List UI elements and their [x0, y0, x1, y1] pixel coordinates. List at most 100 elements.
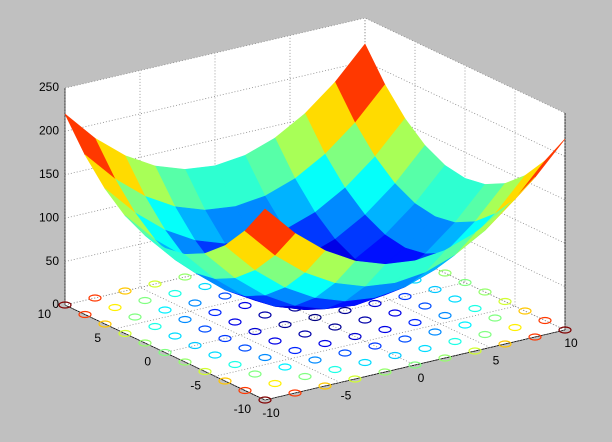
y-tick-label: 0: [144, 355, 151, 369]
floor-contour: [108, 303, 122, 312]
x-tick-label: 0: [418, 371, 425, 385]
floor-contour: [328, 365, 342, 374]
floor-contour: [348, 332, 362, 341]
grid-line: [64, 17, 566, 114]
x-tick-label: -5: [341, 389, 352, 403]
floor-contour: [218, 334, 232, 343]
grid-line: [214, 53, 416, 366]
x-tick-label: 5: [493, 354, 500, 368]
floor-contour: [338, 306, 352, 315]
floor-contour: [528, 333, 542, 341]
floor-contour: [358, 358, 372, 367]
z-tick-label: 100: [39, 210, 59, 224]
floor-contour: [198, 325, 212, 333]
floor-contour: [508, 323, 522, 332]
grid-line: [64, 104, 566, 201]
y-tick-label: -10: [234, 402, 252, 416]
floor-contour: [378, 325, 392, 334]
floor-contour: [368, 299, 382, 308]
floor-contour: [498, 340, 512, 348]
floor-contour: [238, 344, 252, 352]
floor-contour: [268, 379, 282, 388]
x-tick-label: 10: [564, 336, 578, 350]
floor-contour: [388, 309, 402, 317]
grid-line: [64, 60, 566, 157]
floor-contour: [308, 356, 322, 364]
floor-contour: [208, 351, 222, 359]
grid-line: [64, 18, 366, 306]
z-tick-label: 150: [39, 167, 59, 181]
floor-contour: [268, 337, 282, 345]
floor-contour: [118, 287, 132, 295]
floor-contour: [288, 389, 302, 397]
grid-line: [214, 89, 516, 377]
floor-contour: [58, 301, 72, 309]
floor-contour: [488, 314, 502, 322]
floor-contour: [78, 310, 92, 319]
floor-contour: [318, 382, 332, 390]
floor-contour: [178, 358, 192, 366]
floor-contour: [168, 289, 182, 298]
floor-contour: [218, 292, 232, 300]
z-tick-label: 200: [39, 124, 59, 138]
floor-contour: [368, 342, 382, 350]
floor-contour: [238, 386, 252, 395]
floor-contour: [148, 280, 162, 288]
y-tick-label: 10: [38, 307, 52, 321]
floor-contour: [188, 299, 202, 307]
z-tick-label: 0: [52, 297, 59, 311]
floor-contour: [298, 372, 312, 381]
floor-contour: [438, 269, 452, 277]
floor-contour: [478, 330, 492, 339]
floor-contour: [318, 339, 332, 348]
grid-line: [139, 70, 341, 383]
floor-contour: [458, 278, 472, 287]
grid-line: [64, 88, 266, 401]
floor-contour: [378, 368, 392, 376]
floor-contour: [288, 346, 302, 355]
floor-contour: [178, 273, 192, 281]
floor-contour: [278, 363, 292, 371]
floor-contour: [98, 320, 112, 328]
floor-contour: [158, 348, 172, 357]
floor-contour: [468, 347, 482, 355]
floor-contour: [168, 332, 182, 340]
floor-contour: [228, 360, 242, 369]
floor-contour: [258, 396, 272, 404]
y-tick-label: 5: [94, 331, 101, 345]
floor-contour: [438, 354, 452, 362]
floor-contour: [178, 315, 192, 324]
floor-contour: [518, 307, 532, 315]
floor-contour: [198, 282, 212, 291]
floor-contour: [398, 335, 412, 343]
floor-contour: [348, 375, 362, 383]
floor-contour: [138, 339, 152, 347]
floor-contour: [188, 341, 202, 350]
floor-contour: [298, 330, 312, 338]
floor-contour: [138, 296, 152, 305]
grid-line: [264, 113, 566, 401]
surface-patch: [244, 208, 296, 256]
floor-contour: [258, 311, 272, 319]
floor-contour: [228, 318, 242, 326]
floor-contour: [558, 326, 572, 334]
floor-contour: [248, 370, 262, 378]
floor-contour: [408, 361, 422, 369]
floor-contour: [418, 302, 432, 310]
floor-contour: [338, 349, 352, 357]
floor-contour: [448, 337, 462, 346]
z-tick-label: 50: [46, 254, 60, 268]
floor-contour: [428, 328, 442, 336]
z-tick-label: 250: [39, 80, 59, 94]
floor-contour: [418, 344, 432, 353]
floor-contour: [158, 306, 172, 314]
floor-contour: [388, 351, 402, 360]
floor-contour: [278, 320, 292, 329]
floor-contour: [118, 329, 132, 338]
floor-contour: [408, 318, 422, 327]
floor-contour: [198, 367, 212, 376]
floor-contour: [448, 295, 462, 303]
floor-contour: [308, 313, 322, 322]
floor-contour: [498, 297, 512, 306]
